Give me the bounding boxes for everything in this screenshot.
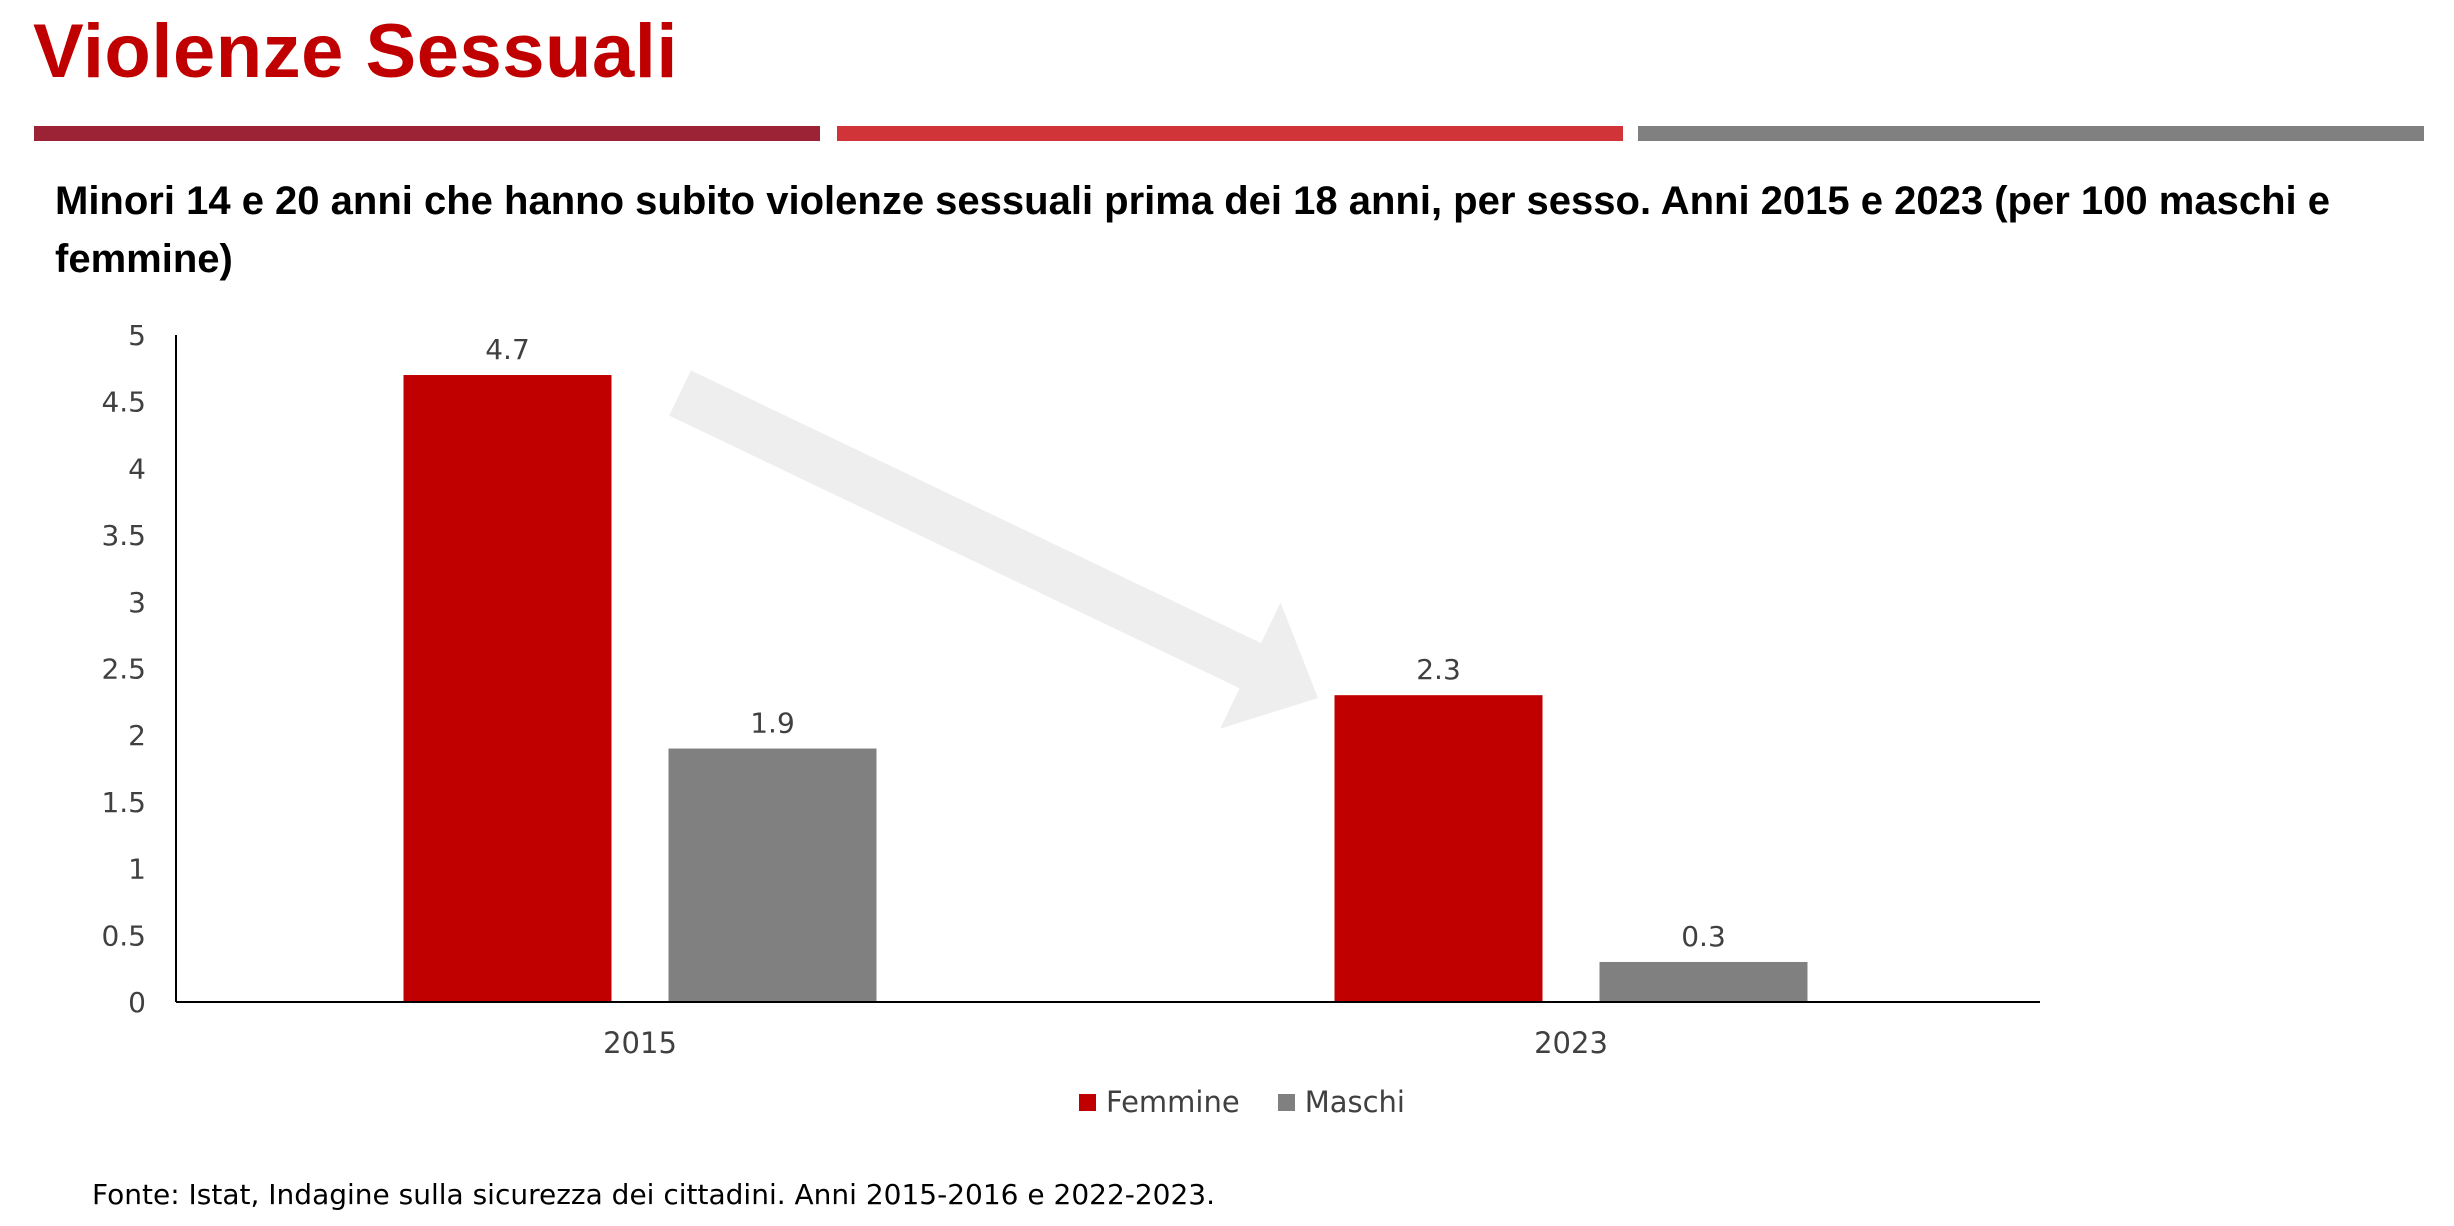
- bar-maschi-2015: [668, 748, 877, 1002]
- header-rule-right: [1638, 126, 2424, 141]
- legend-swatch-maschi: [1277, 1093, 1295, 1111]
- axis-layer: 0 0.5 1 1.5 2 2.5 3 3.5 4 4.5 5 2015 2023: [101, 319, 2040, 1060]
- trend-arrow-layer: [669, 370, 1318, 729]
- bar-femmine-2015: [403, 375, 612, 1002]
- y-tick-label: 2: [128, 719, 146, 752]
- bars-layer: [403, 375, 1808, 1002]
- x-tick-label: 2015: [603, 1026, 677, 1060]
- legend-swatch-femmine: [1078, 1093, 1096, 1111]
- bar-femmine-2023: [1334, 695, 1543, 1002]
- y-tick-label: 1.5: [101, 786, 146, 819]
- source-note: Fonte: Istat, Indagine sulla sicurezza d…: [92, 1178, 1216, 1211]
- y-tick-label: 0.5: [101, 919, 146, 952]
- legend-item-femmine: Femmine: [1078, 1085, 1240, 1119]
- legend-label-femmine: Femmine: [1105, 1085, 1240, 1119]
- header-rule-middle: [837, 126, 1623, 141]
- slide-title: Violenze Sessuali: [33, 9, 678, 94]
- bar-maschi-2023: [1599, 961, 1808, 1002]
- trend-arrow: [669, 370, 1318, 729]
- x-tick-label: 2023: [1534, 1026, 1608, 1060]
- labels-layer: 4.7 1.9 2.3 0.3: [485, 333, 1726, 953]
- y-tick-label: 1: [128, 853, 146, 886]
- legend: Femmine Maschi: [0, 1085, 2454, 1119]
- data-label-femmine-2023: 2.3: [1416, 653, 1461, 686]
- y-tick-label: 3: [128, 586, 146, 619]
- y-tick-label: 3.5: [101, 519, 146, 552]
- data-label-femmine-2015: 4.7: [485, 333, 530, 366]
- y-tick-label: 4.5: [101, 386, 146, 419]
- y-tick-label: 2.5: [101, 653, 146, 686]
- y-tick-label: 0: [128, 986, 146, 1019]
- data-label-maschi-2023: 0.3: [1681, 920, 1726, 953]
- y-tick-label: 5: [128, 319, 146, 352]
- y-tick-label: 4: [128, 452, 146, 485]
- chart-heading: Minori 14 e 20 anni che hanno subito vio…: [55, 179, 2330, 281]
- data-label-maschi-2015: 1.9: [750, 707, 795, 740]
- legend-item-maschi: Maschi: [1277, 1085, 1405, 1119]
- header-rule-left: [34, 126, 820, 141]
- legend-label-maschi: Maschi: [1304, 1085, 1405, 1119]
